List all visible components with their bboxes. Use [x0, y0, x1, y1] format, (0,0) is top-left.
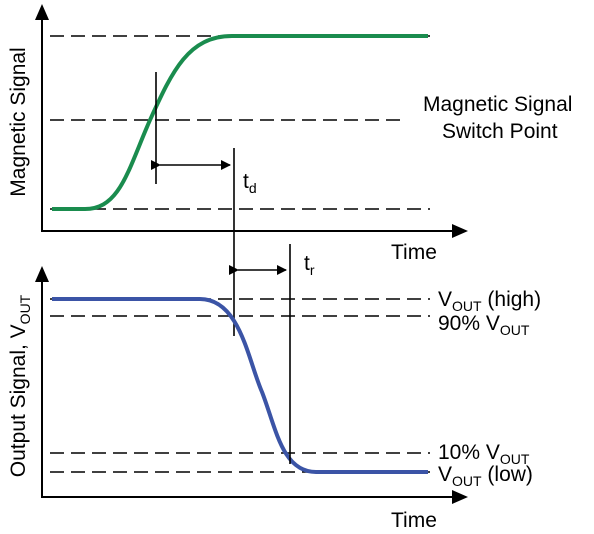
bottom-x-axis-label: Time — [391, 509, 437, 532]
top-x-axis-label: Time — [391, 241, 437, 264]
ten-percent-label: 10% VOUT — [438, 441, 530, 467]
vout-low-label: VOUT (low) — [438, 463, 533, 489]
switch-point-label-line2: Switch Point — [442, 120, 558, 143]
bottom-x-axis-arrowhead — [452, 490, 468, 504]
top-plot: Magnetic Signal Time Magnetic Signal Swi… — [7, 4, 572, 336]
top-y-axis-arrowhead — [35, 4, 49, 20]
td-label: td — [243, 170, 257, 196]
magnetic-signal-curve — [52, 34, 428, 211]
top-y-axis-label: Magnetic Signal — [7, 47, 30, 196]
vout-high-label: VOUT (high) — [438, 288, 541, 314]
switch-point-label-line1: Magnetic Signal — [423, 93, 572, 116]
tr-label: tr — [304, 252, 315, 278]
output-signal-curve — [52, 297, 428, 474]
bottom-plot: Output Signal, VOUT Time tr VOUT (high) … — [7, 244, 541, 532]
top-x-axis-arrowhead — [452, 224, 468, 238]
ninety-percent-label: 90% VOUT — [438, 312, 530, 338]
bottom-y-axis-label: Output Signal, VOUT — [7, 294, 33, 477]
bottom-y-axis-arrowhead — [35, 266, 49, 282]
